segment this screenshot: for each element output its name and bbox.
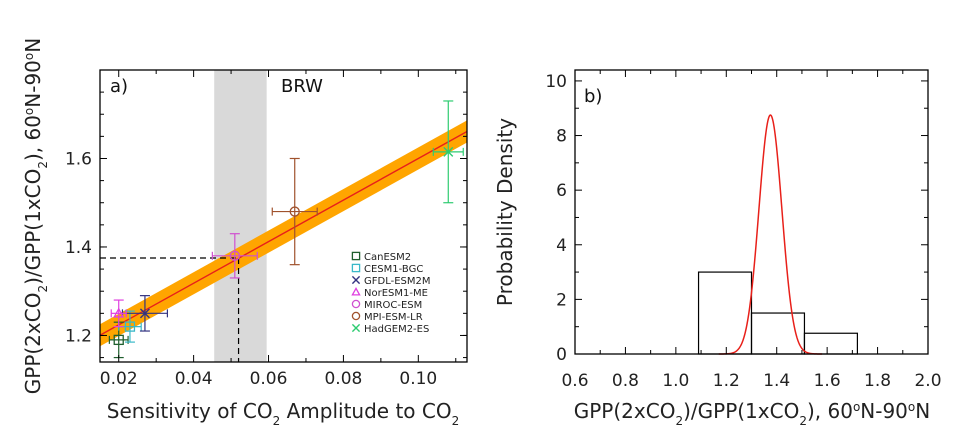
panel-a: 0.02 0.04 0.06 0.08 0.10 1.2 1.4 1.6 a) BRW Can… (21, 38, 468, 428)
y-tick-label: 0 (556, 345, 567, 365)
axis-label-part: ), 60 (807, 399, 853, 423)
panel-a-frame (99, 69, 468, 363)
axis-label-part: o (22, 108, 36, 115)
panel-a-legend: CanESM2CESM1-BGCGFDL-ESM2MNorESM1-MEMIRO… (351, 251, 431, 335)
y-tick-label: 2 (556, 290, 567, 310)
y-tick-label: 1.6 (65, 149, 92, 169)
x-marker-stroke (351, 275, 361, 285)
legend-marker-mpi-esm-lr (351, 311, 361, 321)
data-point-noresm1-me (110, 299, 127, 328)
axis-label-part: Sensitivity of CO (107, 399, 273, 423)
panel-b: 0.6 0.8 1.0 1.2 1.4 1.6 1.8 2.0 0 2 4 6 8 10 b) GPP(2… (493, 69, 942, 428)
legend-entry-mpi-esm-lr: MPI-ESM-LR (364, 312, 423, 323)
axis-label-part: o (853, 400, 860, 414)
axis-label-part: 2 (799, 414, 807, 428)
y-tick-label: 6 (556, 181, 567, 201)
legend-marker-gfdl-esm2m (351, 275, 361, 285)
axis-label-part: 2 (273, 414, 281, 428)
marker-x (443, 146, 454, 157)
panel-a-x-axis-label: Sensitivity of CO2 Amplitude to CO2 (107, 399, 459, 428)
axis-label-part: N (915, 399, 930, 423)
axis-label-part: o (908, 400, 915, 414)
axis-label-part: N (21, 38, 45, 53)
legend-marker-miroc-esm (351, 299, 361, 309)
marker-triangle (113, 307, 125, 318)
legend-entry-canesm2: CanESM2 (364, 252, 411, 263)
marker-square (113, 334, 124, 346)
x-tick-label: 0.6 (561, 371, 588, 391)
probability-density-curve (718, 114, 823, 355)
marker-x (139, 308, 150, 319)
x-tick-label: 2.0 (914, 371, 941, 391)
legend-entry-miroc-esm: MIROC-ESM (364, 300, 422, 311)
panel-a-ticks: 0.02 0.04 0.06 0.08 0.10 1.2 1.4 1.6 (65, 70, 467, 389)
histogram-bar-3 (803, 332, 859, 355)
x-tick-label: 0.8 (612, 371, 639, 391)
marker-circle (289, 206, 300, 217)
axis-label-part: GPP(2xCO (21, 293, 45, 395)
axis-label-part: 2 (36, 285, 50, 293)
legend-marker-noresm1-me (351, 287, 361, 296)
x-tick-label: 1.6 (814, 371, 841, 391)
x-tick-label: 1.2 (713, 371, 740, 391)
y-tick-label: 8 (556, 127, 567, 147)
x-tick-label: 0.04 (175, 369, 213, 389)
legend-entry-gfdl-esm2m: GFDL-ESM2M (364, 276, 431, 287)
regression-line (99, 130, 468, 336)
marker-square (124, 321, 136, 332)
data-point-hadgem2-es (432, 100, 464, 204)
legend-marker-canesm2 (351, 251, 361, 261)
legend-entry-noresm1-me: NorESM1-ME (364, 288, 428, 299)
x-tick-label: 0.10 (399, 369, 437, 389)
axis-label-part: GPP(2xCO (574, 399, 676, 423)
legend-marker-cesm1-bgc (351, 263, 361, 273)
panel-b-x-axis-label: GPP(2xCO2)/GPP(1xCO2), 60oN-90oN (574, 399, 930, 428)
x-tick-label: 1.8 (864, 371, 891, 391)
axis-label-part: 2 (675, 414, 683, 428)
x-tick-label: 1.4 (763, 371, 790, 391)
axis-label-part: Amplitude to CO (280, 399, 451, 423)
panel-b-y-axis-label: Probability Density (493, 118, 517, 306)
panel-b-plot-area (697, 114, 859, 355)
data-point-miroc-esm (211, 233, 258, 279)
panel-b-ticks: 0.6 0.8 1.0 1.2 1.4 1.6 1.8 2.0 0 2 4 6 8 10 (545, 70, 942, 391)
y-tick-label: 1.4 (65, 238, 92, 258)
axis-label-part: 2 (452, 414, 460, 428)
axis-label-part: )/GPP(1xCO (21, 169, 45, 285)
legend-entry-cesm1-bgc: CESM1-BGC (364, 264, 423, 275)
x-tick-label: 0.06 (250, 369, 288, 389)
legend-entry-hadgem2-es: HadGEM2-ES (364, 324, 429, 335)
legend-marker-hadgem2-es (351, 323, 361, 333)
x-tick-label: 0.08 (324, 369, 362, 389)
axis-label-part: 2 (36, 161, 50, 169)
panel-a-y-axis-label: GPP(2xCO2)/GPP(1xCO2), 60oN-90oN (21, 38, 50, 394)
axis-label-part: N-90 (860, 399, 908, 423)
axis-label-part: o (22, 53, 36, 60)
x-marker-stroke (351, 323, 361, 333)
data-point-gfdl-esm2m (121, 295, 169, 332)
axis-label-part: ), 60 (21, 115, 45, 161)
observation-band-label: BRW (281, 76, 323, 97)
axis-label-part: N-90 (21, 60, 45, 108)
x-marker-stroke (443, 146, 454, 157)
y-tick-label: 4 (556, 236, 567, 256)
marker-circle (229, 250, 240, 261)
histogram-bar-1 (697, 271, 753, 355)
axis-label-part: )/GPP(1xCO (683, 399, 799, 423)
panel-a-plot-area (99, 70, 468, 362)
data-point-mpi-esm-lr (271, 157, 318, 266)
y-tick-label: 1.2 (65, 326, 92, 346)
y-tick-label: 10 (545, 72, 567, 92)
x-marker-stroke (139, 308, 150, 319)
panel-b-label: b) (584, 86, 602, 107)
observation-band (214, 70, 267, 362)
x-tick-label: 1.0 (662, 371, 689, 391)
panel-a-label: a) (110, 76, 128, 97)
x-tick-label: 0.02 (100, 369, 138, 389)
